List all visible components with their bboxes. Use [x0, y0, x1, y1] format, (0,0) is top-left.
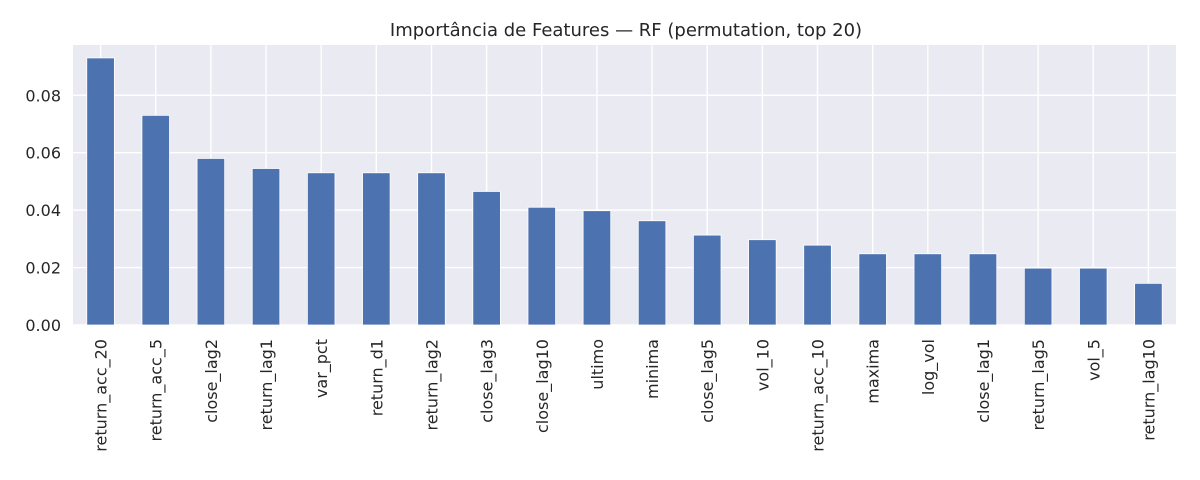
bar-vol-10 — [748, 239, 777, 326]
bar-close-lag1 — [968, 253, 998, 326]
x-tick-label: maxima — [864, 339, 883, 404]
x-tick-label: return_acc_20 — [92, 339, 112, 452]
x-tick-label: return_lag2 — [422, 339, 442, 431]
bar-return-lag1 — [251, 168, 281, 326]
x-tick-label: vol_5 — [1084, 339, 1104, 381]
bar-close-lag3 — [472, 191, 501, 326]
bar-return-acc-20 — [86, 57, 115, 326]
x-tick-label: return_lag10 — [1139, 339, 1159, 441]
x-tick-label: vol_10 — [753, 339, 773, 391]
bar-return-lag10 — [1134, 282, 1163, 326]
x-tick-label: return_acc_5 — [147, 339, 167, 442]
bar-close-lag10 — [527, 206, 556, 326]
x-tick-label: close_lag1 — [974, 339, 994, 423]
bar-return-acc-10 — [803, 244, 832, 326]
bar-var-pct — [306, 172, 336, 326]
x-tick-label: var_pct — [312, 339, 332, 398]
bar-return-lag5 — [1023, 267, 1053, 326]
x-tick-label: return_acc_10 — [809, 339, 829, 452]
bar-close-lag5 — [693, 234, 722, 326]
x-tick-label: close_lag10 — [533, 339, 553, 433]
y-tick-label: 0.06 — [25, 144, 61, 163]
x-tick-label: return_lag1 — [257, 339, 277, 431]
y-tick-label: 0.02 — [25, 259, 61, 278]
x-tick-label: close_lag3 — [478, 339, 498, 423]
x-tick-label: log_vol — [919, 339, 939, 395]
x-tick-label: close_lag5 — [698, 339, 718, 423]
plot-area — [73, 45, 1176, 325]
bar-log-vol — [913, 253, 943, 326]
x-tick-label: return_lag5 — [1029, 339, 1049, 431]
x-axis: return_acc_20 return_acc_5 close_lag2 retur… — [92, 339, 1160, 452]
chart-title: Importância de Features — RF (permutatio… — [390, 20, 862, 41]
bar-ultimo — [582, 210, 612, 326]
y-tick-label: 0.08 — [25, 86, 61, 105]
y-tick-label: 0.00 — [25, 316, 61, 335]
bar-maxima — [858, 253, 887, 326]
x-tick-label: close_lag2 — [202, 339, 222, 423]
bar-return-acc-5 — [141, 114, 170, 326]
bar-return-d1 — [362, 172, 391, 326]
x-tick-label: return_d1 — [367, 339, 387, 416]
bar-return-lag2 — [417, 172, 446, 326]
x-tick-label: ultimo — [588, 339, 607, 390]
bars — [86, 57, 1163, 326]
bar-close-lag2 — [196, 158, 226, 326]
x-tick-label: minima — [643, 339, 662, 399]
y-tick-label: 0.04 — [25, 201, 61, 220]
y-axis: 0.00 0.02 0.04 0.06 0.08 — [25, 86, 61, 335]
bar-minima — [637, 220, 667, 326]
bar-vol-5 — [1079, 267, 1108, 326]
